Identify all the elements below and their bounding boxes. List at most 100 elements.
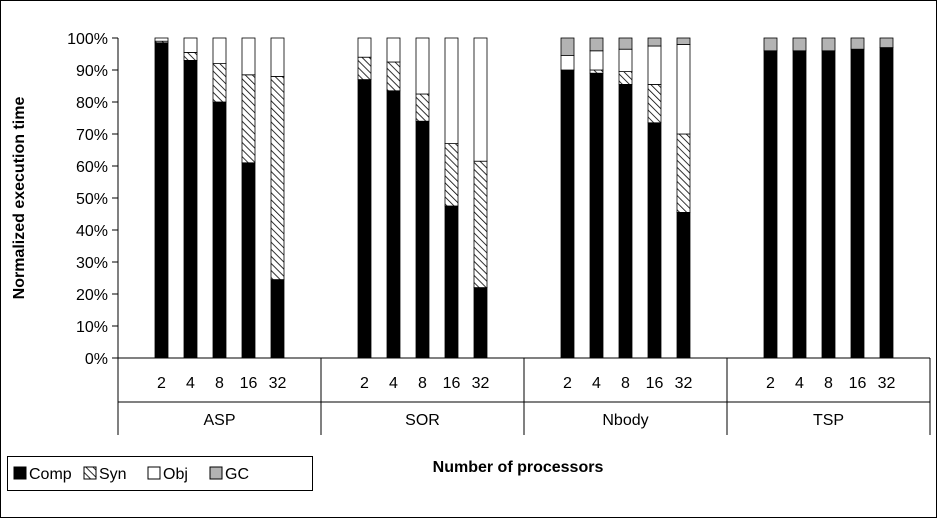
x-tick-label: 16	[240, 375, 258, 392]
y-tick-label: 60%	[76, 159, 108, 176]
x-tick-label: 8	[824, 375, 833, 392]
y-tick-label: 10%	[76, 319, 108, 336]
bar-segment-obj	[560, 55, 575, 71]
bar-segment-comp	[763, 50, 778, 359]
y-tick-label: 100%	[67, 31, 108, 48]
y-tick-label: 0%	[85, 351, 108, 368]
x-tick-label: 32	[269, 375, 287, 392]
y-axis-label: Normalized execution time	[11, 97, 28, 300]
y-tick-label: 40%	[76, 223, 108, 240]
bar-segment-obj	[154, 37, 169, 42]
legend-label-obj: Obj	[163, 466, 188, 483]
bar-segment-syn	[415, 93, 430, 122]
x-tick-label: 16	[443, 375, 461, 392]
bar-segment-comp	[270, 279, 285, 359]
group-label: Nbody	[602, 412, 648, 429]
x-tick-label: 4	[389, 375, 398, 392]
legend: Comp Syn Obj GC	[7, 456, 313, 491]
bar-segment-gc	[647, 37, 662, 47]
plot-area: 0% 10% 20% 30% 40% 50% 60% 70% 80% 90% 100% 2 4 8 16 32…	[67, 31, 931, 435]
y-tick-label: 90%	[76, 63, 108, 80]
bar-segment-gc	[879, 37, 894, 49]
group-label: ASP	[203, 412, 235, 429]
bar-segment-gc	[763, 37, 778, 52]
y-tick-label: 70%	[76, 127, 108, 144]
bar-segment-syn	[357, 56, 372, 81]
bar-segment-comp	[212, 101, 227, 359]
y-tick-label: 20%	[76, 287, 108, 304]
y-tick-label: 30%	[76, 255, 108, 272]
x-tick-label: 32	[472, 375, 490, 392]
x-axis-label: Number of processors	[433, 459, 604, 476]
x-tick-label: 4	[795, 375, 804, 392]
bar-segment-obj	[444, 37, 459, 144]
y-tick-label: 50%	[76, 191, 108, 208]
x-tick-label: 8	[418, 375, 427, 392]
bar-segment-obj	[270, 37, 285, 77]
bar-segment-obj	[415, 37, 430, 95]
bar-segment-gc	[589, 37, 604, 52]
bar-segment-syn	[618, 71, 633, 85]
bar-segment-comp	[792, 50, 807, 359]
legend-label-comp: Comp	[29, 466, 72, 483]
bar-segment-syn	[473, 160, 488, 288]
legend-label-gc: GC	[225, 466, 249, 483]
bar-segment-comp	[676, 211, 691, 359]
legend-label-syn: Syn	[99, 466, 127, 483]
bar-segment-gc	[850, 37, 865, 50]
x-tick-label: 32	[675, 375, 693, 392]
bar-segment-syn	[444, 143, 459, 207]
bar-segment-obj	[618, 48, 633, 73]
group-label: TSP	[813, 412, 844, 429]
bar-segment-comp	[473, 287, 488, 359]
bar-segment-gc	[618, 37, 633, 50]
bar-segment-syn	[589, 69, 604, 74]
bar-segment-comp	[589, 72, 604, 359]
bar-segment-syn	[270, 76, 285, 280]
bar-segment-gc	[560, 37, 575, 57]
legend-swatch-comp	[13, 466, 27, 480]
x-tick-label: 2	[157, 375, 166, 392]
bar-segment-comp	[241, 162, 256, 359]
bar-segment-syn	[212, 63, 227, 103]
bar-segment-comp	[444, 205, 459, 359]
bar-segment-gc	[792, 37, 807, 52]
bar-segment-syn	[241, 74, 256, 164]
bar-segment-comp	[879, 47, 894, 359]
bar-segment-obj	[241, 37, 256, 76]
bar-segment-obj	[183, 37, 198, 53]
bar-segment-obj	[357, 37, 372, 58]
y-tick-label: 80%	[76, 95, 108, 112]
x-tick-label: 2	[766, 375, 775, 392]
x-tick-label: 16	[849, 375, 867, 392]
bar-segment-comp	[386, 90, 401, 359]
bar-segment-comp	[821, 50, 836, 359]
bar-segment-syn	[676, 133, 691, 213]
legend-swatch-obj	[147, 466, 161, 480]
x-tick-label: 2	[563, 375, 572, 392]
bar-segment-comp	[154, 42, 169, 359]
bar-segment-comp	[183, 60, 198, 359]
x-tick-label: 8	[621, 375, 630, 392]
x-tick-label: 2	[360, 375, 369, 392]
bar-segment-comp	[415, 120, 430, 359]
bar-segment-syn	[386, 61, 401, 92]
bar-segment-comp	[647, 122, 662, 359]
bar-segment-gc	[676, 37, 691, 45]
bar-segment-gc	[821, 37, 836, 52]
legend-swatch-syn	[83, 466, 97, 480]
bar-segment-syn	[183, 52, 198, 61]
x-tick-label: 4	[592, 375, 601, 392]
x-tick-label: 4	[186, 375, 195, 392]
bar-segment-comp	[357, 79, 372, 359]
bar-segment-comp	[560, 69, 575, 359]
group-label: SOR	[405, 412, 440, 429]
bar-segment-obj	[676, 44, 691, 135]
bar-segment-comp	[618, 84, 633, 359]
bar-segment-obj	[589, 50, 604, 71]
bar-segment-obj	[212, 37, 227, 65]
legend-swatch-gc	[209, 466, 223, 480]
x-tick-label: 8	[215, 375, 224, 392]
bar-segment-obj	[647, 45, 662, 85]
